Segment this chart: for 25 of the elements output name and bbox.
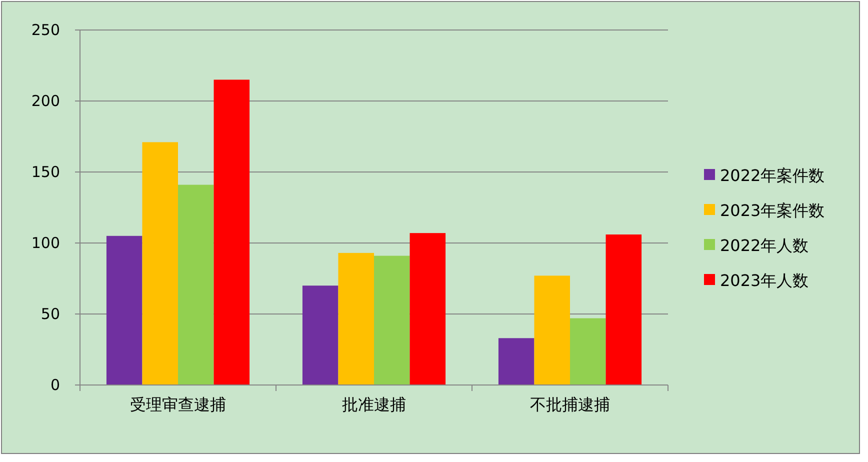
bar xyxy=(178,184,214,385)
legend-label: 2022年案件数 xyxy=(720,166,825,185)
y-tick-label: 50 xyxy=(40,304,60,323)
y-tick-label: 0 xyxy=(50,376,60,394)
bar xyxy=(606,234,642,385)
x-tick-label: 批准逮捕 xyxy=(342,395,406,414)
legend-label: 2023年人数 xyxy=(720,271,809,290)
y-tick-label: 250 xyxy=(31,20,60,39)
bar xyxy=(302,286,338,385)
y-tick-label: 200 xyxy=(31,92,60,110)
bar xyxy=(106,236,142,385)
bar xyxy=(214,80,250,385)
y-tick-label: 100 xyxy=(31,234,60,252)
bar xyxy=(374,256,410,385)
legend-label: 2022年人数 xyxy=(720,236,809,255)
bar xyxy=(338,252,374,385)
bar xyxy=(498,338,534,385)
bar xyxy=(142,142,178,385)
x-tick-label: 不批捕逮捕 xyxy=(530,395,610,414)
bar xyxy=(534,276,570,385)
x-tick-label: 受理审查逮捕 xyxy=(130,395,226,414)
legend-label: 2023年案件数 xyxy=(720,201,825,220)
bar xyxy=(570,318,606,385)
y-tick-label: 150 xyxy=(31,162,60,181)
bar xyxy=(410,233,446,385)
